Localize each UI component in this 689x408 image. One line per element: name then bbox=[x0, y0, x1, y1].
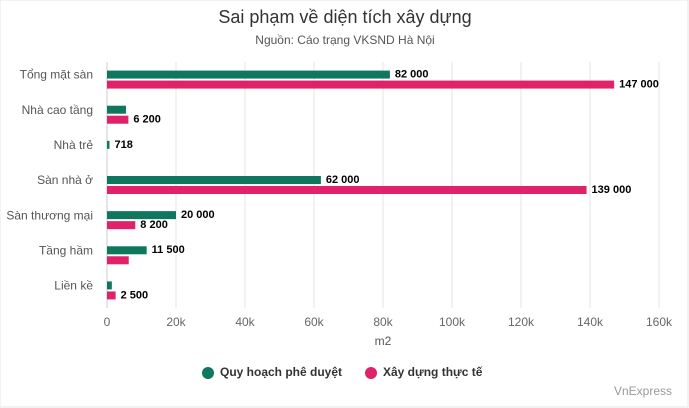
x-tick-label: 60k bbox=[304, 315, 324, 329]
y-tick-label: Liền kề bbox=[54, 279, 93, 293]
bar bbox=[107, 186, 587, 194]
value-label: 82 000 bbox=[395, 68, 429, 80]
x-tick-label: 20k bbox=[166, 315, 186, 329]
x-tick-label: 160k bbox=[646, 315, 673, 329]
bar bbox=[107, 281, 112, 290]
legend-label: Xây dựng thực tế bbox=[383, 365, 483, 379]
value-label: 62 000 bbox=[326, 174, 360, 186]
value-label: 8 200 bbox=[140, 219, 168, 231]
legend-label: Quy hoạch phê duyệt bbox=[220, 365, 342, 379]
value-label: 6 200 bbox=[133, 114, 161, 126]
chart-title: Sai phạm về diện tích xây dựng bbox=[218, 7, 471, 27]
value-label: 20 000 bbox=[181, 209, 215, 221]
y-tick-label: Sàn nhà ở bbox=[37, 173, 93, 187]
chart-subtitle: Nguồn: Cáo trạng VKSND Hà Nội bbox=[255, 33, 434, 47]
x-tick-label: 100k bbox=[439, 315, 466, 329]
bar bbox=[107, 176, 321, 184]
y-tick-label: Nhà cao tầng bbox=[22, 103, 93, 117]
value-label: 718 bbox=[114, 139, 132, 151]
y-tick-label: Nhà trẻ bbox=[54, 138, 94, 152]
value-label: 2 500 bbox=[121, 289, 149, 301]
bar bbox=[107, 115, 129, 124]
legend-marker bbox=[202, 367, 214, 379]
bar bbox=[107, 140, 110, 149]
value-label: 11 500 bbox=[152, 244, 185, 256]
y-tick-label: Sàn thương mại bbox=[6, 208, 93, 222]
legend-marker bbox=[365, 367, 377, 379]
bar bbox=[107, 291, 116, 300]
bar bbox=[107, 246, 147, 255]
bar bbox=[107, 80, 615, 89]
y-tick-label: Tổng mặt sàn bbox=[20, 68, 93, 82]
x-tick-label: 0 bbox=[104, 315, 111, 329]
value-label: 147 000 bbox=[619, 78, 659, 90]
x-tick-label: 40k bbox=[235, 315, 255, 329]
x-axis-title: m2 bbox=[375, 334, 392, 348]
value-label: 139 000 bbox=[592, 184, 632, 196]
bar bbox=[107, 221, 136, 230]
source: VnExpress bbox=[614, 384, 672, 398]
bar bbox=[107, 211, 176, 220]
y-tick-label: Tầng hầm bbox=[39, 243, 93, 257]
bar bbox=[107, 256, 129, 265]
bar bbox=[107, 70, 390, 79]
x-tick-label: 80k bbox=[373, 315, 393, 329]
bar bbox=[107, 105, 126, 114]
x-tick-label: 120k bbox=[508, 315, 535, 329]
x-tick-label: 140k bbox=[577, 315, 604, 329]
